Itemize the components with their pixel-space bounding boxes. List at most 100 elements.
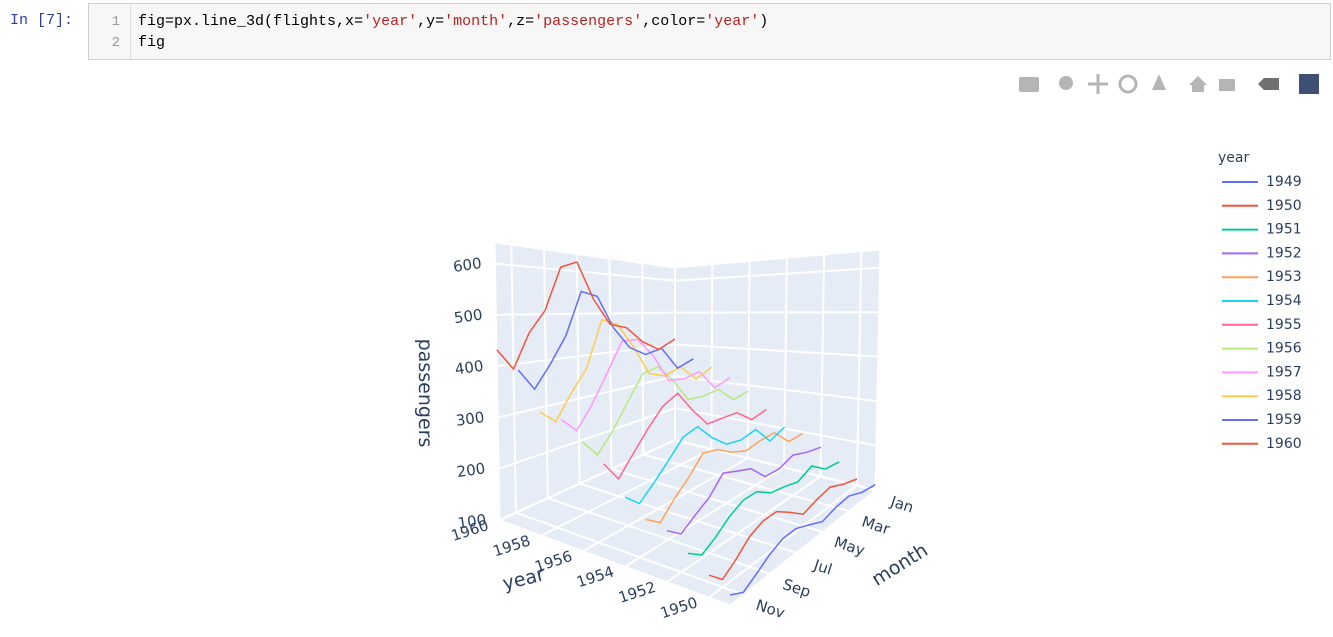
legend-item[interactable]: 1954 — [1222, 293, 1302, 309]
grid-line — [497, 375, 676, 419]
y-tick-label: May — [832, 533, 867, 560]
legend-label: 1953 — [1266, 269, 1302, 285]
hover-icon[interactable] — [1258, 78, 1279, 90]
y-tick-label: Mar — [860, 512, 893, 538]
code-token: ,z — [507, 13, 526, 30]
code-token: = — [165, 13, 175, 30]
grid-line — [510, 245, 517, 513]
legend-item[interactable]: 1951 — [1222, 222, 1302, 238]
legend-label: 1957 — [1266, 364, 1302, 380]
pan-icon[interactable] — [1088, 74, 1108, 94]
legend-item[interactable]: 1956 — [1222, 341, 1302, 357]
zoom-icon[interactable] — [1059, 76, 1073, 90]
data-line — [496, 261, 676, 371]
legend-label: 1951 — [1266, 222, 1302, 238]
code-token: ) — [759, 13, 769, 30]
z-tick-label: 100 — [456, 511, 487, 533]
legend-title: year — [1218, 150, 1249, 166]
grid-line — [543, 249, 549, 499]
z-tick-label: 500 — [453, 305, 484, 327]
legend-item[interactable]: 1952 — [1222, 245, 1302, 261]
grid-line — [496, 311, 676, 316]
grid-line — [819, 254, 826, 477]
grid-line — [855, 251, 863, 486]
legend-item[interactable]: 1958 — [1222, 388, 1302, 404]
code-token: = — [696, 13, 706, 30]
grid-line — [498, 407, 676, 470]
x-tick-label: 1950 — [658, 593, 700, 622]
legend-label: 1956 — [1266, 341, 1302, 357]
code-token: fig — [138, 13, 166, 30]
data-line — [539, 318, 713, 423]
legend-label: 1958 — [1266, 388, 1302, 404]
grid-line — [575, 254, 581, 484]
grid-line — [547, 497, 770, 575]
grid-line — [579, 482, 797, 554]
legend-item[interactable]: 1960 — [1222, 436, 1302, 452]
code-token: fig — [138, 34, 166, 51]
code-token: ,y — [417, 13, 436, 30]
y-tick-label: Sep — [780, 575, 812, 601]
grid-line — [624, 466, 785, 568]
y-tick-label: Nov — [754, 596, 788, 622]
code-line: fig=px.line_3d(flights,x='year',y='month… — [138, 13, 768, 30]
legend-label: 1954 — [1266, 293, 1302, 309]
line-number: 2 — [111, 35, 120, 51]
code-token: = — [525, 13, 535, 30]
plotly-logo[interactable] — [1299, 74, 1319, 94]
legend-item[interactable]: 1955 — [1222, 317, 1302, 333]
z-axis-title: passengers — [414, 339, 436, 448]
code-line: fig — [138, 34, 165, 51]
grid-line — [674, 439, 876, 491]
legend-label: 1959 — [1266, 412, 1302, 428]
grid-line — [611, 468, 823, 533]
code-token: = — [435, 13, 445, 30]
legend-item[interactable]: 1953 — [1222, 269, 1302, 285]
x-tick-label: 1958 — [491, 532, 533, 561]
data-line — [624, 425, 786, 505]
code-token: 'year' — [363, 13, 418, 30]
legend-item[interactable]: 1957 — [1222, 364, 1302, 380]
legend-item[interactable]: 1949 — [1222, 174, 1302, 190]
modebar — [1019, 74, 1319, 94]
code-token: 'passengers' — [534, 13, 643, 30]
legend-label: 1950 — [1266, 198, 1302, 214]
orbit-icon[interactable] — [1118, 74, 1138, 94]
legend-label: 1949 — [1266, 174, 1302, 190]
grid-line — [641, 263, 645, 455]
z-tick-label: 200 — [456, 459, 487, 481]
grid-line — [746, 261, 751, 459]
turntable-icon[interactable] — [1152, 74, 1166, 90]
data-line — [688, 461, 840, 556]
grid-line — [515, 511, 744, 596]
z-tick-label: 300 — [455, 408, 486, 430]
camera-icon[interactable] — [1019, 77, 1039, 92]
data-line — [708, 478, 858, 581]
legend-item[interactable]: 1950 — [1222, 198, 1302, 214]
grid-line — [708, 484, 858, 599]
grid-line — [541, 448, 712, 537]
x-tick-label: 1954 — [574, 562, 616, 591]
code-token: 'year' — [705, 13, 760, 30]
x-tick-label: 1956 — [533, 547, 575, 576]
legend-item[interactable]: 1959 — [1222, 412, 1302, 428]
grid-line — [674, 407, 877, 447]
camera-view-icon[interactable] — [1219, 79, 1235, 91]
y-tick-label: Jul — [811, 556, 835, 579]
grid-line — [710, 264, 714, 450]
code-cell[interactable]: 1 2 fig=px.line_3d(flights,x='year',y='mo… — [88, 3, 1331, 60]
data-line — [729, 484, 876, 596]
x-tick-label: 1952 — [616, 578, 658, 607]
grid-line — [666, 475, 822, 583]
home-icon[interactable] — [1189, 76, 1207, 92]
cell-prompt: In [7]: — [10, 12, 74, 29]
data-line — [666, 446, 822, 535]
z-tick-label: 600 — [452, 254, 483, 276]
data-line — [581, 365, 749, 456]
line-number: 1 — [111, 14, 120, 30]
legend-label: 1955 — [1266, 317, 1302, 333]
grid-line — [783, 258, 788, 468]
grid-line — [583, 457, 749, 552]
